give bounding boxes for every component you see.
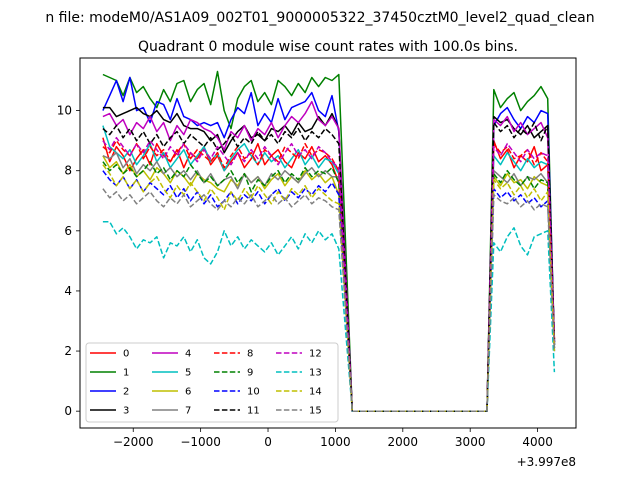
figure-suptitle: n file: modeM0/AS1A09_002T01_9000005322_… bbox=[45, 10, 594, 26]
legend-label-12: 12 bbox=[309, 349, 322, 360]
x-offset-label: +3.997e8 bbox=[517, 455, 576, 469]
x-tick-label: 3000 bbox=[455, 435, 486, 449]
x-tick-label: −2000 bbox=[113, 435, 154, 449]
legend-label-9: 9 bbox=[247, 368, 253, 379]
y-tick-label: 6 bbox=[64, 224, 72, 238]
legend-label-1: 1 bbox=[123, 368, 129, 379]
legend-box bbox=[85, 342, 339, 423]
y-tick-label: 2 bbox=[64, 344, 72, 358]
y-axis: 0 2 4 6 8 10 bbox=[57, 104, 80, 418]
legend-label-13: 13 bbox=[309, 368, 322, 379]
x-tick-label: 1000 bbox=[320, 435, 351, 449]
legend-label-5: 5 bbox=[185, 368, 191, 379]
y-tick-label: 8 bbox=[64, 164, 72, 178]
series-layer bbox=[102, 70, 556, 412]
legend-label-11: 11 bbox=[247, 406, 260, 417]
legend-label-6: 6 bbox=[185, 387, 191, 398]
legend-label-14: 14 bbox=[309, 387, 322, 398]
legend-label-4: 4 bbox=[185, 349, 191, 360]
x-axis: −2000 −1000 0 1000 2000 3000 4000 bbox=[113, 428, 553, 449]
y-tick-label: 10 bbox=[57, 104, 72, 118]
legend-label-10: 10 bbox=[247, 387, 260, 398]
series-line-15 bbox=[102, 188, 556, 412]
x-tick-label: 4000 bbox=[522, 435, 553, 449]
legend-label-15: 15 bbox=[309, 406, 322, 417]
y-tick-label: 0 bbox=[64, 404, 72, 418]
legend-label-8: 8 bbox=[247, 349, 253, 360]
legend-label-3: 3 bbox=[123, 406, 129, 417]
y-tick-label: 4 bbox=[64, 284, 72, 298]
legend-label-0: 0 bbox=[123, 349, 129, 360]
x-tick-label: 2000 bbox=[388, 435, 419, 449]
x-tick-label: 0 bbox=[264, 435, 272, 449]
axes-frame bbox=[79, 57, 577, 429]
legend-label-2: 2 bbox=[123, 387, 129, 398]
x-tick-label: −1000 bbox=[180, 435, 221, 449]
legend-label-7: 7 bbox=[185, 406, 191, 417]
chart-title: Quadrant 0 module wise count rates with … bbox=[138, 39, 518, 55]
